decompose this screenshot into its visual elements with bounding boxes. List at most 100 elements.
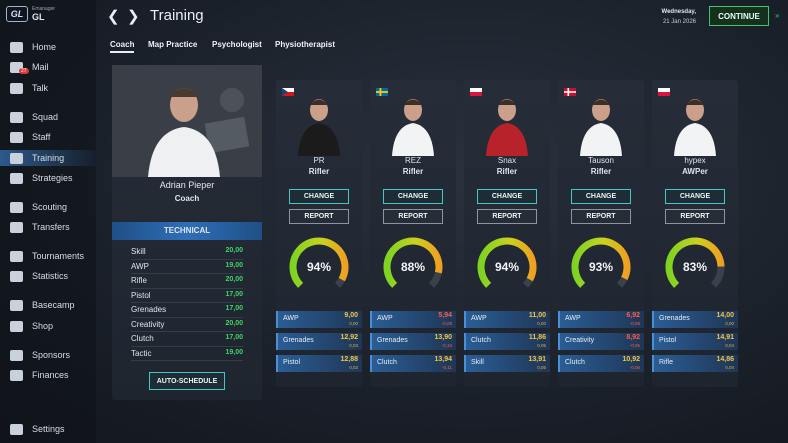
report-button[interactable]: REPORT	[571, 209, 631, 224]
tab[interactable]: Physiotherapist	[275, 40, 336, 49]
attribute-rule	[131, 258, 243, 260]
auto-schedule-button[interactable]: AUTO-SCHEDULE	[149, 372, 225, 390]
stat-delta: 0,04	[725, 343, 734, 348]
report-button[interactable]: REPORT	[289, 209, 349, 224]
tab[interactable]: Psychologist	[212, 40, 262, 49]
nav-item[interactable]: Statistics	[10, 268, 94, 284]
nav-item[interactable]: Strategies	[10, 170, 94, 186]
button-label: REPORT	[304, 213, 334, 220]
nav-item[interactable]: Finances	[10, 367, 94, 383]
gauge-value	[289, 237, 349, 288]
stat-name: Pistol	[659, 337, 677, 344]
stat-name: Grenades	[283, 337, 314, 344]
button-label: CHANGE	[491, 193, 523, 200]
nav-item[interactable]: Mail	[10, 59, 94, 75]
nav-label: Transfers	[32, 222, 70, 232]
nav-item[interactable]: Home	[10, 39, 94, 55]
stat-name: AWP	[283, 315, 299, 322]
back-arrow[interactable]: ❮	[107, 8, 120, 25]
stat-row: Creativity 8,92 -0,06	[558, 333, 644, 350]
page-title: Training	[150, 7, 204, 24]
nav-item[interactable]: Basecamp	[10, 297, 94, 313]
tab[interactable]: Map Practice	[148, 40, 198, 49]
change-button[interactable]: CHANGE	[289, 189, 349, 204]
stat-value: 6,92	[626, 312, 640, 319]
icon	[10, 369, 23, 381]
rating-label: 94%	[495, 260, 519, 274]
stat-delta: 0,00	[725, 321, 734, 326]
stat-value: 12,92	[340, 334, 358, 341]
stat-row: Grenades 13,90 -0,10	[370, 333, 456, 350]
forward-arrow[interactable]: ❯	[127, 8, 140, 25]
attribute-value: 17,00	[225, 290, 243, 298]
attribute-name: AWP	[131, 261, 149, 271]
nav-item[interactable]: Settings	[10, 421, 94, 437]
attribute-value: 19,00	[225, 261, 243, 269]
player-name: Tauson	[588, 156, 614, 165]
report-button[interactable]: REPORT	[477, 209, 537, 224]
change-button[interactable]: CHANGE	[571, 189, 631, 204]
stat-value: 14,86	[716, 356, 734, 363]
rating-label: 93%	[589, 260, 613, 274]
attribute-value: 19,00	[225, 348, 243, 356]
stat-value: 14,91	[716, 334, 734, 341]
stat-delta: 0,00	[349, 321, 358, 326]
nav-label: Mail	[32, 62, 49, 72]
nav-item[interactable]: Sponsors	[10, 347, 94, 363]
stat-row: Clutch 10,92 -0,06	[558, 355, 644, 372]
gauge-value	[665, 237, 725, 288]
nav-item[interactable]: Scouting	[10, 199, 94, 215]
attribute-rule	[131, 287, 243, 289]
continue-button[interactable]: CONTINUE	[709, 6, 769, 26]
gauge-value	[571, 237, 631, 288]
stat-value: 8,92	[626, 334, 640, 341]
player-card: PR Rifler CHANGE REPORT 94% AWP 9,00 0,00 Grenad…	[276, 80, 362, 387]
stat-delta: -0,11	[442, 365, 452, 370]
nav-item[interactable]: Training	[0, 150, 96, 166]
nav-item[interactable]: Tournaments	[10, 248, 94, 264]
logo[interactable]: GL	[6, 6, 28, 22]
player-name: Snax	[497, 156, 517, 165]
nav-item[interactable]: Shop	[10, 318, 94, 334]
tab[interactable]: Coach	[110, 40, 135, 53]
icon	[10, 250, 23, 262]
nav-label: Talk	[32, 83, 49, 93]
nav-label: Tournaments	[32, 251, 85, 261]
nav-item[interactable]: Squad	[10, 109, 94, 125]
nav-item[interactable]: Staff	[10, 129, 94, 145]
nav-label: Scouting	[32, 202, 68, 212]
stat-name: Grenades	[377, 337, 408, 344]
rating-gauge: 83%	[665, 237, 725, 288]
stat-delta: 0,05	[537, 343, 546, 348]
icon	[10, 423, 23, 435]
button-label: REPORT	[398, 213, 428, 220]
attribute-name: Grenades	[131, 305, 167, 314]
stat-row: Pistol 14,91 0,04	[652, 333, 738, 350]
nav-label: Squad	[32, 112, 59, 122]
report-button[interactable]: REPORT	[665, 209, 725, 224]
expand-arrow[interactable]: »	[775, 11, 780, 20]
stat-value: 13,91	[528, 356, 546, 363]
date: 21 Jan 2026	[662, 19, 696, 25]
nav-item[interactable]: Transfers	[10, 219, 94, 235]
icon	[10, 152, 23, 164]
icon	[10, 82, 23, 94]
change-button[interactable]: CHANGE	[665, 189, 725, 204]
change-button[interactable]: CHANGE	[383, 189, 443, 204]
stat-value: 9,00	[344, 312, 358, 319]
stat-name: AWP	[377, 315, 393, 322]
stat-name: Clutch	[377, 359, 397, 366]
stat-name: Rifle	[659, 359, 674, 366]
attribute-rule	[131, 345, 243, 347]
nav-item[interactable]: Talk	[10, 80, 94, 96]
report-button[interactable]: REPORT	[383, 209, 443, 224]
player-role: Rifler	[308, 167, 330, 176]
change-button[interactable]: CHANGE	[477, 189, 537, 204]
player-name: hypex	[684, 156, 706, 165]
stat-row: Clutch 13,94 -0,11	[370, 355, 456, 372]
icon	[10, 172, 23, 184]
stat-name: AWP	[471, 315, 487, 322]
coach-name: Adrian Pieper	[159, 180, 215, 190]
attribute-name: Pistol	[131, 290, 151, 300]
